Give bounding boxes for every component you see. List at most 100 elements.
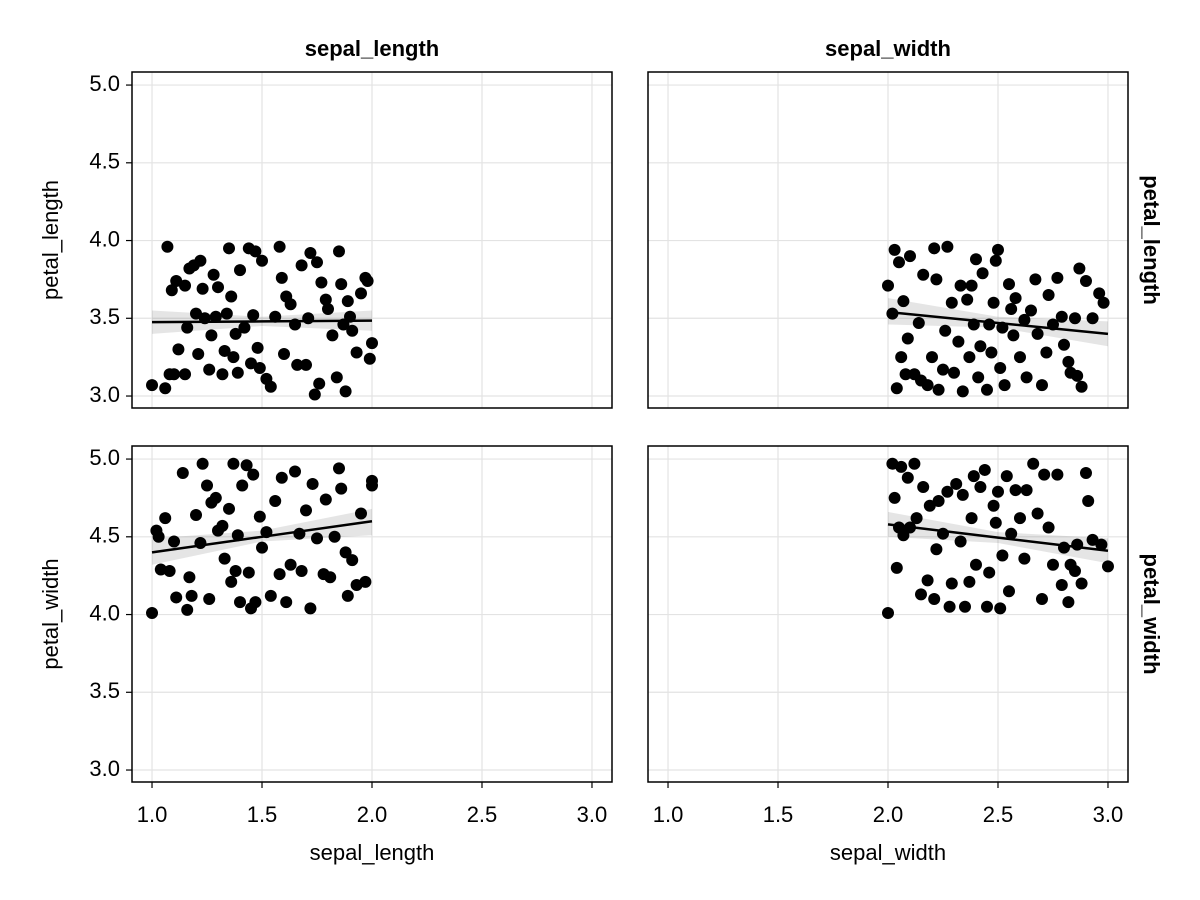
- point: [1057, 541, 1070, 554]
- point: [300, 358, 313, 371]
- point: [146, 379, 159, 392]
- point: [901, 332, 914, 345]
- point: [291, 358, 304, 371]
- point: [912, 316, 925, 329]
- point: [245, 357, 258, 370]
- point: [956, 385, 969, 398]
- point: [1086, 533, 1099, 546]
- point: [247, 309, 260, 322]
- point: [947, 366, 960, 379]
- point: [319, 493, 332, 506]
- point: [168, 535, 181, 548]
- point: [890, 382, 903, 395]
- point: [974, 340, 987, 353]
- x-tick-label: 3.0: [577, 802, 608, 827]
- point: [1101, 560, 1114, 573]
- point: [315, 276, 328, 289]
- point: [256, 254, 269, 267]
- point: [1020, 484, 1033, 497]
- y-axis-label: petal_width: [38, 558, 63, 669]
- point: [319, 293, 332, 306]
- point: [908, 457, 921, 470]
- point: [1068, 312, 1081, 325]
- point: [185, 589, 198, 602]
- point: [930, 273, 943, 286]
- point: [969, 253, 982, 266]
- point: [231, 366, 244, 379]
- point: [882, 606, 894, 619]
- point: [1079, 467, 1092, 480]
- point: [987, 296, 1000, 309]
- point: [234, 596, 247, 609]
- point: [941, 485, 954, 498]
- point: [1097, 296, 1110, 309]
- point: [322, 302, 335, 315]
- point: [1068, 565, 1081, 578]
- point: [359, 575, 372, 588]
- point: [910, 512, 923, 525]
- x-tick-label: 1.0: [137, 802, 168, 827]
- point: [1013, 351, 1026, 364]
- point: [194, 254, 207, 267]
- point: [1009, 292, 1022, 305]
- point: [917, 481, 930, 494]
- point: [888, 491, 901, 504]
- x-axis-label: sepal_width: [830, 840, 946, 865]
- point: [950, 477, 963, 490]
- point: [159, 512, 172, 525]
- point: [231, 529, 244, 542]
- fit-line: [151, 520, 373, 554]
- point: [240, 459, 253, 472]
- point: [1075, 577, 1088, 590]
- point: [350, 346, 363, 359]
- point: [242, 566, 255, 579]
- x-tick-label: 1.5: [763, 802, 794, 827]
- point: [1057, 338, 1070, 351]
- point: [238, 321, 251, 334]
- point: [170, 274, 183, 287]
- y-axis-label: petal_length: [38, 180, 63, 300]
- point: [225, 575, 238, 588]
- point: [218, 552, 231, 565]
- point: [994, 362, 1007, 375]
- point: [1046, 558, 1059, 571]
- point: [974, 481, 987, 494]
- point: [284, 558, 297, 571]
- point: [363, 352, 376, 365]
- point: [1018, 552, 1031, 565]
- point: [897, 295, 910, 308]
- point: [1042, 521, 1055, 534]
- point: [203, 363, 216, 376]
- point: [1055, 310, 1068, 323]
- point: [209, 491, 222, 504]
- point: [917, 268, 930, 281]
- point: [355, 287, 368, 300]
- point: [165, 284, 178, 297]
- point: [225, 290, 238, 303]
- point: [300, 504, 313, 517]
- point: [1071, 369, 1084, 382]
- point: [1007, 329, 1020, 342]
- point: [253, 510, 266, 523]
- point: [223, 502, 236, 515]
- point: [146, 606, 159, 619]
- point: [1051, 271, 1064, 284]
- x-tick-label: 1.0: [653, 802, 684, 827]
- point: [994, 602, 1007, 615]
- point: [183, 571, 196, 584]
- point: [1042, 288, 1055, 301]
- point: [341, 295, 354, 308]
- y-tick-label: 3.5: [89, 678, 120, 703]
- point: [1018, 313, 1031, 326]
- point: [339, 385, 352, 398]
- point: [190, 509, 203, 522]
- point: [1073, 262, 1086, 275]
- point: [972, 371, 985, 384]
- point: [207, 268, 220, 281]
- point: [895, 460, 908, 473]
- point: [346, 554, 359, 567]
- point: [229, 327, 242, 340]
- point: [284, 298, 297, 311]
- point: [901, 471, 914, 484]
- point: [269, 495, 282, 508]
